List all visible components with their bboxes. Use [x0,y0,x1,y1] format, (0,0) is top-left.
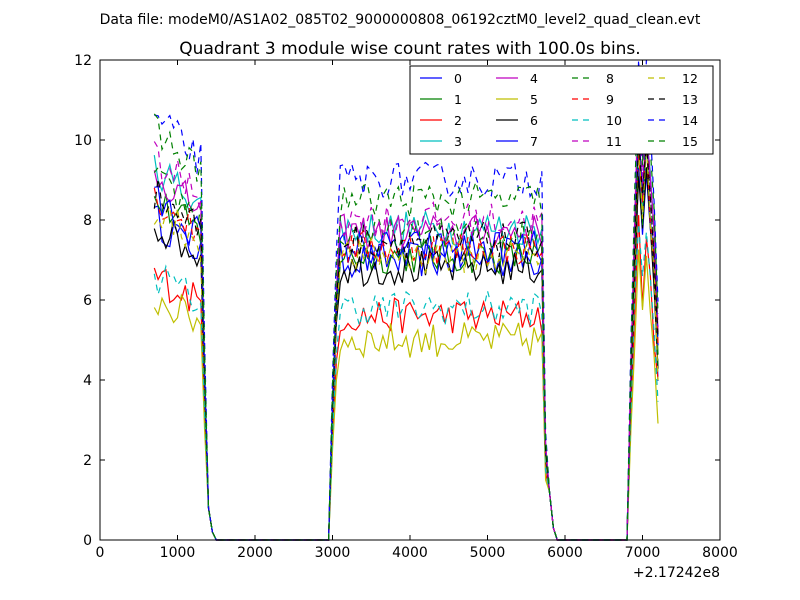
legend-label-11: 11 [606,134,622,149]
legend-label-12: 12 [682,71,698,86]
x-tick-label: 2000 [237,545,273,561]
y-tick-label: 0 [83,533,92,549]
series-line-15 [153,66,659,541]
legend-label-5: 5 [530,92,538,107]
y-tick-label: 10 [74,133,92,149]
y-tick-label: 12 [74,53,92,69]
legend-label-15: 15 [682,134,698,149]
x-offset-label: +2.17242e8 [633,565,720,581]
legend-label-13: 13 [682,92,698,107]
x-tick-label: 6000 [547,545,583,561]
legend-label-6: 6 [530,113,538,128]
figure-suptitle: Data file: modeM0/AS1A02_085T02_90000008… [100,12,701,28]
x-tick-label: 8000 [702,545,738,561]
legend-label-2: 2 [454,113,462,128]
y-tick-label: 8 [83,213,92,229]
legend-label-3: 3 [454,134,462,149]
x-tick-label: 7000 [625,545,661,561]
x-tick-label: 0 [96,545,105,561]
series-layer [153,59,659,541]
legend-label-8: 8 [606,71,614,86]
legend-box [409,65,714,155]
legend-label-7: 7 [530,134,538,149]
ticks-layer: 0 1000 2000 3000 4000 5000 6000 7000 80000246810… [74,53,738,561]
legend-label-1: 1 [454,92,462,107]
y-tick-label: 4 [83,373,92,389]
x-tick-label: 5000 [470,545,506,561]
legend-label-10: 10 [606,113,622,128]
x-tick-label: 3000 [315,545,351,561]
legend-label-0: 0 [454,71,462,86]
x-tick-label: 1000 [160,545,196,561]
legend-label-14: 14 [682,113,698,128]
y-tick-label: 6 [83,293,92,309]
y-tick-label: 2 [83,453,92,469]
legend-label-4: 4 [530,71,538,86]
x-tick-label: 4000 [392,545,428,561]
legend-label-9: 9 [606,92,614,107]
chart-title: Quadrant 3 module wise count rates with … [179,39,640,59]
